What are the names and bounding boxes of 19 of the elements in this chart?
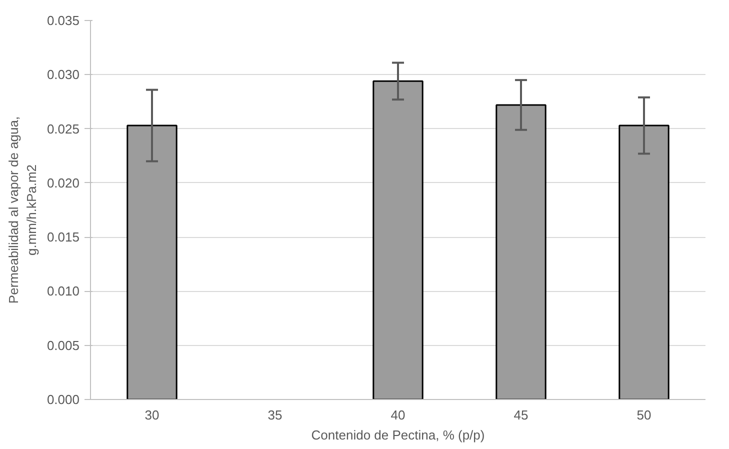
- x-tick-label: 40: [390, 408, 406, 422]
- x-axis-title: Contenido de Pectina, % (p/p): [311, 428, 485, 442]
- y-tick-label: 0.000: [46, 392, 80, 407]
- y-tick-label: 0.015: [46, 230, 80, 245]
- x-tick-label: 30: [144, 408, 160, 422]
- y-tick-label: 0.020: [46, 175, 80, 190]
- bar: [496, 104, 546, 400]
- bar: [618, 124, 670, 400]
- y-tick-label: 0.035: [46, 13, 80, 28]
- y-tick-label: 0.005: [46, 338, 80, 353]
- y-axis-title: Permeabilidad al vapor de agua, g.mm/h.kPa.m2: [6, 116, 39, 304]
- y-tick-label: 0.010: [46, 284, 80, 299]
- bar: [372, 80, 424, 400]
- y-tick-label: 0.030: [46, 67, 80, 82]
- x-tick-label: 35: [268, 408, 282, 422]
- x-tick-label: 45: [514, 408, 528, 422]
- x-tick-label: 50: [636, 408, 652, 422]
- bar: [126, 124, 178, 400]
- y-tick-label: 0.025: [46, 121, 80, 136]
